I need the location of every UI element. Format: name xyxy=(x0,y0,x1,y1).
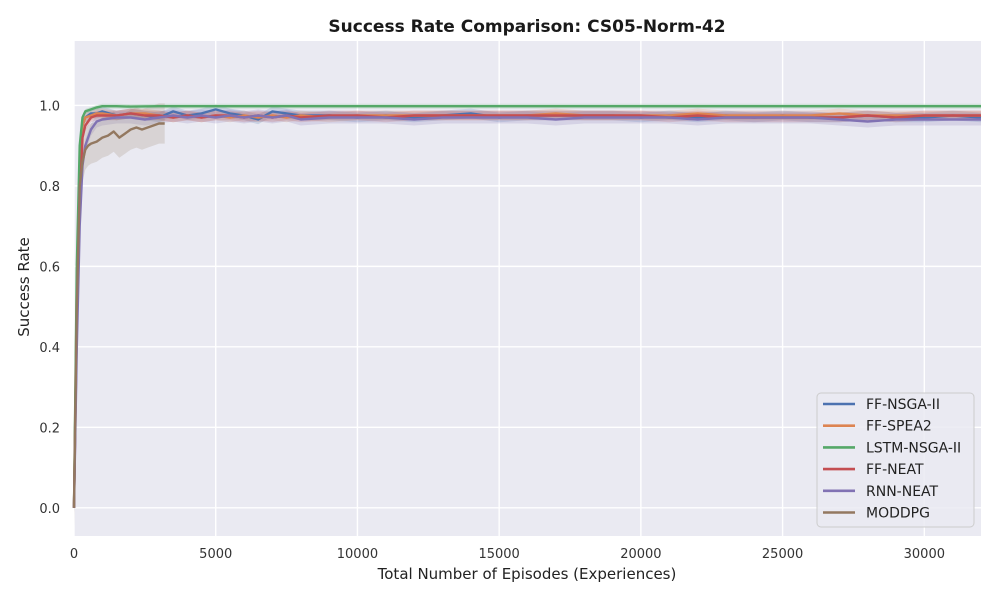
legend-label: MODDPG xyxy=(866,506,930,522)
x-tick-label: 25000 xyxy=(762,547,803,562)
x-tick-label: 10000 xyxy=(337,547,378,562)
legend-label: FF-NSGA-II xyxy=(866,397,940,413)
series-line xyxy=(72,104,981,508)
x-tick-label: 30000 xyxy=(904,547,945,562)
x-tick-label: 0 xyxy=(70,547,78,562)
series-line xyxy=(72,114,981,508)
x-tick-labels: 0 5000 10000 15000 20000 25000 30000 xyxy=(70,547,945,562)
x-axis-label: Total Number of Episodes (Experiences) xyxy=(377,565,677,583)
y-tick-label: 0.8 xyxy=(39,180,60,195)
grid xyxy=(73,41,981,536)
legend-label: FF-SPEA2 xyxy=(866,419,932,435)
x-tick-label: 20000 xyxy=(620,547,661,562)
chart-title: Success Rate Comparison: CS05-Norm-42 xyxy=(328,17,725,37)
y-tick-label: 0.4 xyxy=(39,341,60,356)
legend-label: LSTM-NSGA-II xyxy=(866,440,961,456)
legend: FF-NSGA-II FF-SPEA2 LSTM-NSGA-II FF-NEAT RNN… xyxy=(816,392,975,528)
legend-label: RNN-NEAT xyxy=(866,484,939,500)
series-line xyxy=(72,122,165,508)
legend-box xyxy=(816,392,975,528)
y-axis-label: Success Rate xyxy=(15,237,33,337)
y-tick-label: 0.6 xyxy=(39,260,60,275)
x-tick-label: 5000 xyxy=(199,547,232,562)
y-tick-labels: 0.0 0.2 0.4 0.6 0.8 1.0 xyxy=(39,99,60,516)
y-tick-label: 0.0 xyxy=(39,502,60,517)
y-tick-label: 0.2 xyxy=(39,421,60,436)
y-tick-label: 1.0 xyxy=(39,99,60,114)
legend-label: FF-NEAT xyxy=(866,462,924,478)
series-lines xyxy=(72,104,982,508)
x-tick-label: 15000 xyxy=(478,547,519,562)
